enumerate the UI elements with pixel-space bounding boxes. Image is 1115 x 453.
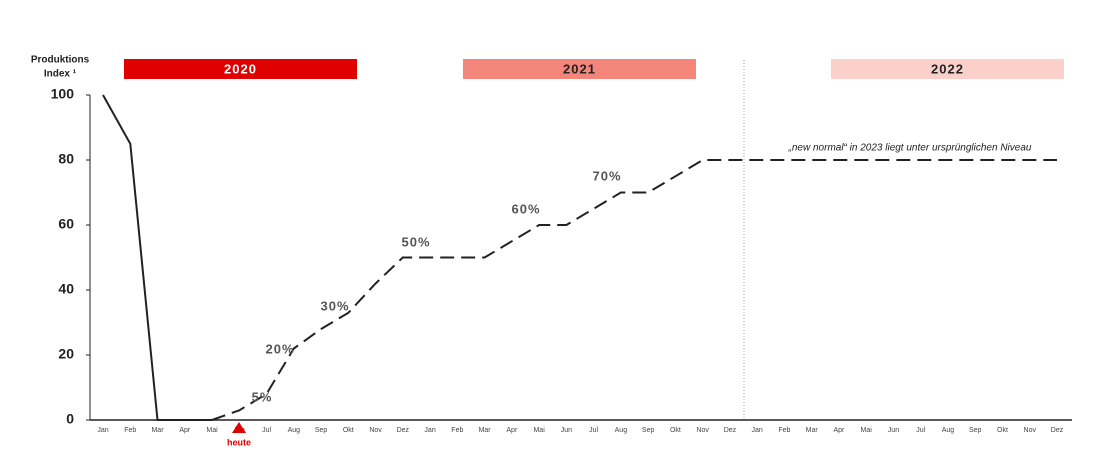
y-axis-label: Produktions	[31, 55, 90, 66]
x-tick-label: Sep	[969, 427, 982, 434]
year-band	[831, 59, 1064, 79]
x-tick-label: Jul	[262, 427, 271, 434]
data-line	[211, 159, 1057, 421]
x-tick-label: Mar	[151, 427, 164, 434]
x-tick-label: Jan	[424, 427, 435, 434]
x-tick-label: Jan	[97, 427, 108, 434]
x-tick-label: Mai	[533, 427, 545, 434]
year-label: 2022	[931, 61, 964, 76]
x-tick-label: Aug	[942, 427, 955, 434]
x-tick-label: Feb	[124, 427, 136, 434]
note: „new normal“ in 2023 liegt unter ursprün…	[788, 143, 1032, 154]
x-tick-label: Dez	[724, 427, 737, 434]
y-tick-label: 40	[58, 281, 74, 297]
x-tick-label: Feb	[778, 427, 790, 434]
x-tick-label: Jul	[589, 427, 598, 434]
y-tick-label: 100	[51, 86, 75, 102]
x-tick-label: Mai	[861, 427, 873, 434]
year-band	[124, 59, 357, 79]
annotation: 5%	[252, 389, 273, 404]
x-tick-label: Jun	[561, 427, 572, 434]
annotation: 50%	[401, 234, 430, 249]
year-label: 2020	[224, 61, 257, 76]
data-line	[102, 94, 212, 421]
y-tick-label: 80	[58, 151, 74, 167]
today-marker	[232, 422, 246, 433]
year-label: 2021	[563, 61, 596, 76]
x-tick-label: Jul	[916, 427, 925, 434]
y-tick-label: 60	[58, 216, 74, 232]
today-label: heute	[227, 437, 251, 447]
x-tick-label: Nov	[696, 427, 709, 434]
annotation: 20%	[265, 341, 294, 356]
x-tick-label: Aug	[615, 427, 628, 434]
x-tick-label: Sep	[315, 427, 328, 434]
annotation: 60%	[511, 201, 540, 216]
x-tick-label: Dez	[1051, 427, 1064, 434]
x-tick-label: Okt	[997, 427, 1008, 434]
x-tick-label: Sep	[642, 427, 655, 434]
x-tick-label: Apr	[506, 427, 518, 434]
x-tick-label: Mar	[479, 427, 492, 434]
x-tick-label: Jan	[752, 427, 763, 434]
y-tick-label: 20	[58, 346, 74, 362]
annotation: 70%	[592, 168, 621, 183]
x-tick-label: Mar	[806, 427, 819, 434]
x-tick-label: Nov	[1024, 427, 1037, 434]
y-axis-label: Index ¹	[44, 69, 77, 80]
x-tick-label: Feb	[451, 427, 463, 434]
x-tick-label: Aug	[288, 427, 301, 434]
year-band	[463, 59, 696, 79]
x-tick-label: Okt	[670, 427, 681, 434]
x-tick-label: Jun	[888, 427, 899, 434]
x-tick-label: Nov	[369, 427, 382, 434]
annotation: 30%	[320, 298, 349, 313]
x-tick-label: Apr	[833, 427, 845, 434]
x-tick-label: Okt	[343, 427, 354, 434]
x-tick-label: Mai	[206, 427, 218, 434]
x-tick-label: Dez	[397, 427, 410, 434]
x-tick-label: Apr	[179, 427, 191, 434]
y-tick-label: 0	[66, 411, 74, 427]
